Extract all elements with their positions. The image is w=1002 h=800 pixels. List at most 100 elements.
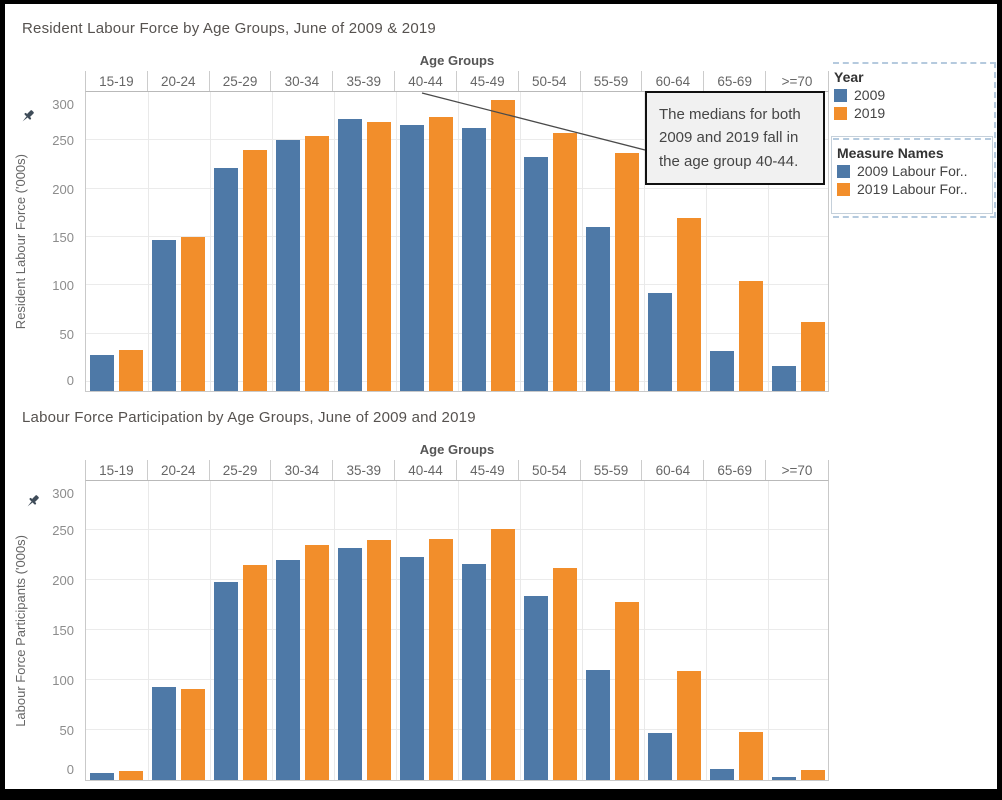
bar-2009-45-49[interactable]: [462, 564, 486, 780]
bar-2019-15-19[interactable]: [119, 350, 143, 391]
bar-2019-40-44[interactable]: [429, 539, 453, 780]
bar-2009-20-24[interactable]: [152, 240, 176, 391]
bar-2009-40-44[interactable]: [400, 557, 424, 780]
column-header-60-64[interactable]: 60-64: [642, 460, 705, 480]
frame-border: [0, 789, 1002, 800]
bar-2009-30-34[interactable]: [276, 560, 300, 780]
bar-2009-60-64[interactable]: [648, 293, 672, 391]
bar-2009-40-44[interactable]: [400, 125, 424, 391]
measure-legend-dashed-line: [833, 138, 991, 140]
bar-2009-50-54[interactable]: [524, 596, 548, 780]
column-header-40-44[interactable]: 40-44: [395, 71, 457, 91]
bar-2009-35-39[interactable]: [338, 548, 362, 780]
column-divider: [582, 92, 583, 391]
column-header-40-44[interactable]: 40-44: [395, 460, 457, 480]
bar-2009-55-59[interactable]: [586, 670, 610, 780]
bar-2009-50-54[interactable]: [524, 157, 548, 391]
column-header-25-29[interactable]: 25-29: [210, 71, 272, 91]
gridline: [86, 284, 828, 286]
column-header-20-24[interactable]: 20-24: [148, 71, 210, 91]
bar-2019-60-64[interactable]: [677, 671, 701, 780]
bar-2009-55-59[interactable]: [586, 227, 610, 391]
bar-2009-65-69[interactable]: [710, 769, 734, 780]
column-header-35-39[interactable]: 35-39: [333, 460, 396, 480]
column-header-45-49[interactable]: 45-49: [457, 460, 519, 480]
pinned-axis-icon: [27, 495, 39, 507]
bar-2009-65-69[interactable]: [710, 351, 734, 391]
bar-2009-20-24[interactable]: [152, 687, 176, 780]
column-header-65-69[interactable]: 65-69: [704, 71, 767, 91]
bar-2019-65-69[interactable]: [739, 732, 763, 780]
legend-item-2009-labour-force[interactable]: 2009 Labour For..: [837, 162, 992, 180]
bar-2009-60-64[interactable]: [648, 733, 672, 780]
column-header-55-59[interactable]: 55-59: [581, 460, 643, 480]
bar-2019-55-59[interactable]: [615, 602, 639, 780]
column-header-65-69[interactable]: 65-69: [704, 460, 767, 480]
measure-names-legend: Measure Names 2009 Labour For.. 2019 Lab…: [831, 136, 993, 214]
column-divider: [768, 92, 769, 391]
bar-2019-25-29[interactable]: [243, 565, 267, 780]
column-header-45-49[interactable]: 45-49: [457, 71, 519, 91]
bar-2019-20-24[interactable]: [181, 689, 205, 780]
bar-2019-40-44[interactable]: [429, 117, 453, 391]
legend-item-2019[interactable]: 2019: [834, 104, 984, 122]
bar-2009-25-29[interactable]: [214, 168, 238, 391]
bar-2019-25-29[interactable]: [243, 150, 267, 391]
frame-border: [997, 0, 1002, 800]
column-header-50-54[interactable]: 50-54: [519, 71, 581, 91]
column-divider: [210, 481, 211, 780]
column-header-15-19[interactable]: 15-19: [86, 460, 148, 480]
bar-2019-55-59[interactable]: [615, 153, 639, 391]
legend-item-label: 2019: [854, 105, 886, 121]
bar-2019-45-49[interactable]: [491, 529, 515, 780]
bar-2009->=70[interactable]: [772, 777, 796, 780]
column-divider: [210, 92, 211, 391]
legend-item-2009[interactable]: 2009: [834, 86, 984, 104]
bar-2009-35-39[interactable]: [338, 119, 362, 391]
column-header-55-59[interactable]: 55-59: [581, 71, 643, 91]
column-header-60-64[interactable]: 60-64: [642, 71, 705, 91]
bar-2019-30-34[interactable]: [305, 545, 329, 780]
bar-2009-45-49[interactable]: [462, 128, 486, 391]
y-tick-label: 50: [59, 326, 74, 342]
bar-2019->=70[interactable]: [801, 770, 825, 780]
bar-2019-35-39[interactable]: [367, 122, 391, 391]
column-header-20-24[interactable]: 20-24: [148, 460, 210, 480]
bar-2019-60-64[interactable]: [677, 218, 701, 391]
bar-2019->=70[interactable]: [801, 322, 825, 391]
column-divider: [706, 92, 707, 391]
bar-2019-35-39[interactable]: [367, 540, 391, 780]
column-header-30-34[interactable]: 30-34: [271, 460, 334, 480]
bar-2019-30-34[interactable]: [305, 136, 329, 391]
column-header-50-54[interactable]: 50-54: [519, 460, 581, 480]
y-tick-label: 200: [52, 181, 74, 197]
y-axis-title: Resident Labour Force ('000s): [8, 92, 32, 392]
bar-2009-15-19[interactable]: [90, 773, 114, 780]
legend-item-2019-labour-force[interactable]: 2019 Labour For..: [837, 180, 992, 198]
column-header->=70[interactable]: >=70: [781, 462, 813, 478]
chart-title: Resident Labour Force by Age Groups, Jun…: [22, 20, 436, 37]
bar-2019-50-54[interactable]: [553, 133, 577, 391]
y-tick-label: 250: [52, 523, 74, 538]
bar-2019-65-69[interactable]: [739, 281, 763, 391]
column-header->=70[interactable]: >=70: [781, 73, 813, 89]
year-legend-title: Year: [834, 69, 864, 85]
column-header-35-39[interactable]: 35-39: [333, 71, 396, 91]
bar-2009-15-19[interactable]: [90, 355, 114, 391]
gridline: [86, 679, 828, 680]
y-tick-label: 150: [52, 230, 74, 245]
column-header-25-29[interactable]: 25-29: [210, 460, 272, 480]
column-header-15-19[interactable]: 15-19: [86, 71, 148, 91]
bar-2019-50-54[interactable]: [553, 568, 577, 780]
bar-2009->=70[interactable]: [772, 366, 796, 391]
bar-2009-30-34[interactable]: [276, 140, 300, 391]
bar-2009-25-29[interactable]: [214, 582, 238, 780]
column-header-30-34[interactable]: 30-34: [271, 71, 334, 91]
column-divider: [458, 92, 459, 391]
bar-2019-15-19[interactable]: [119, 771, 143, 780]
bar-2019-20-24[interactable]: [181, 237, 205, 391]
column-divider: [768, 481, 769, 780]
gridline: [86, 579, 828, 580]
bar-2019-45-49[interactable]: [491, 100, 515, 391]
